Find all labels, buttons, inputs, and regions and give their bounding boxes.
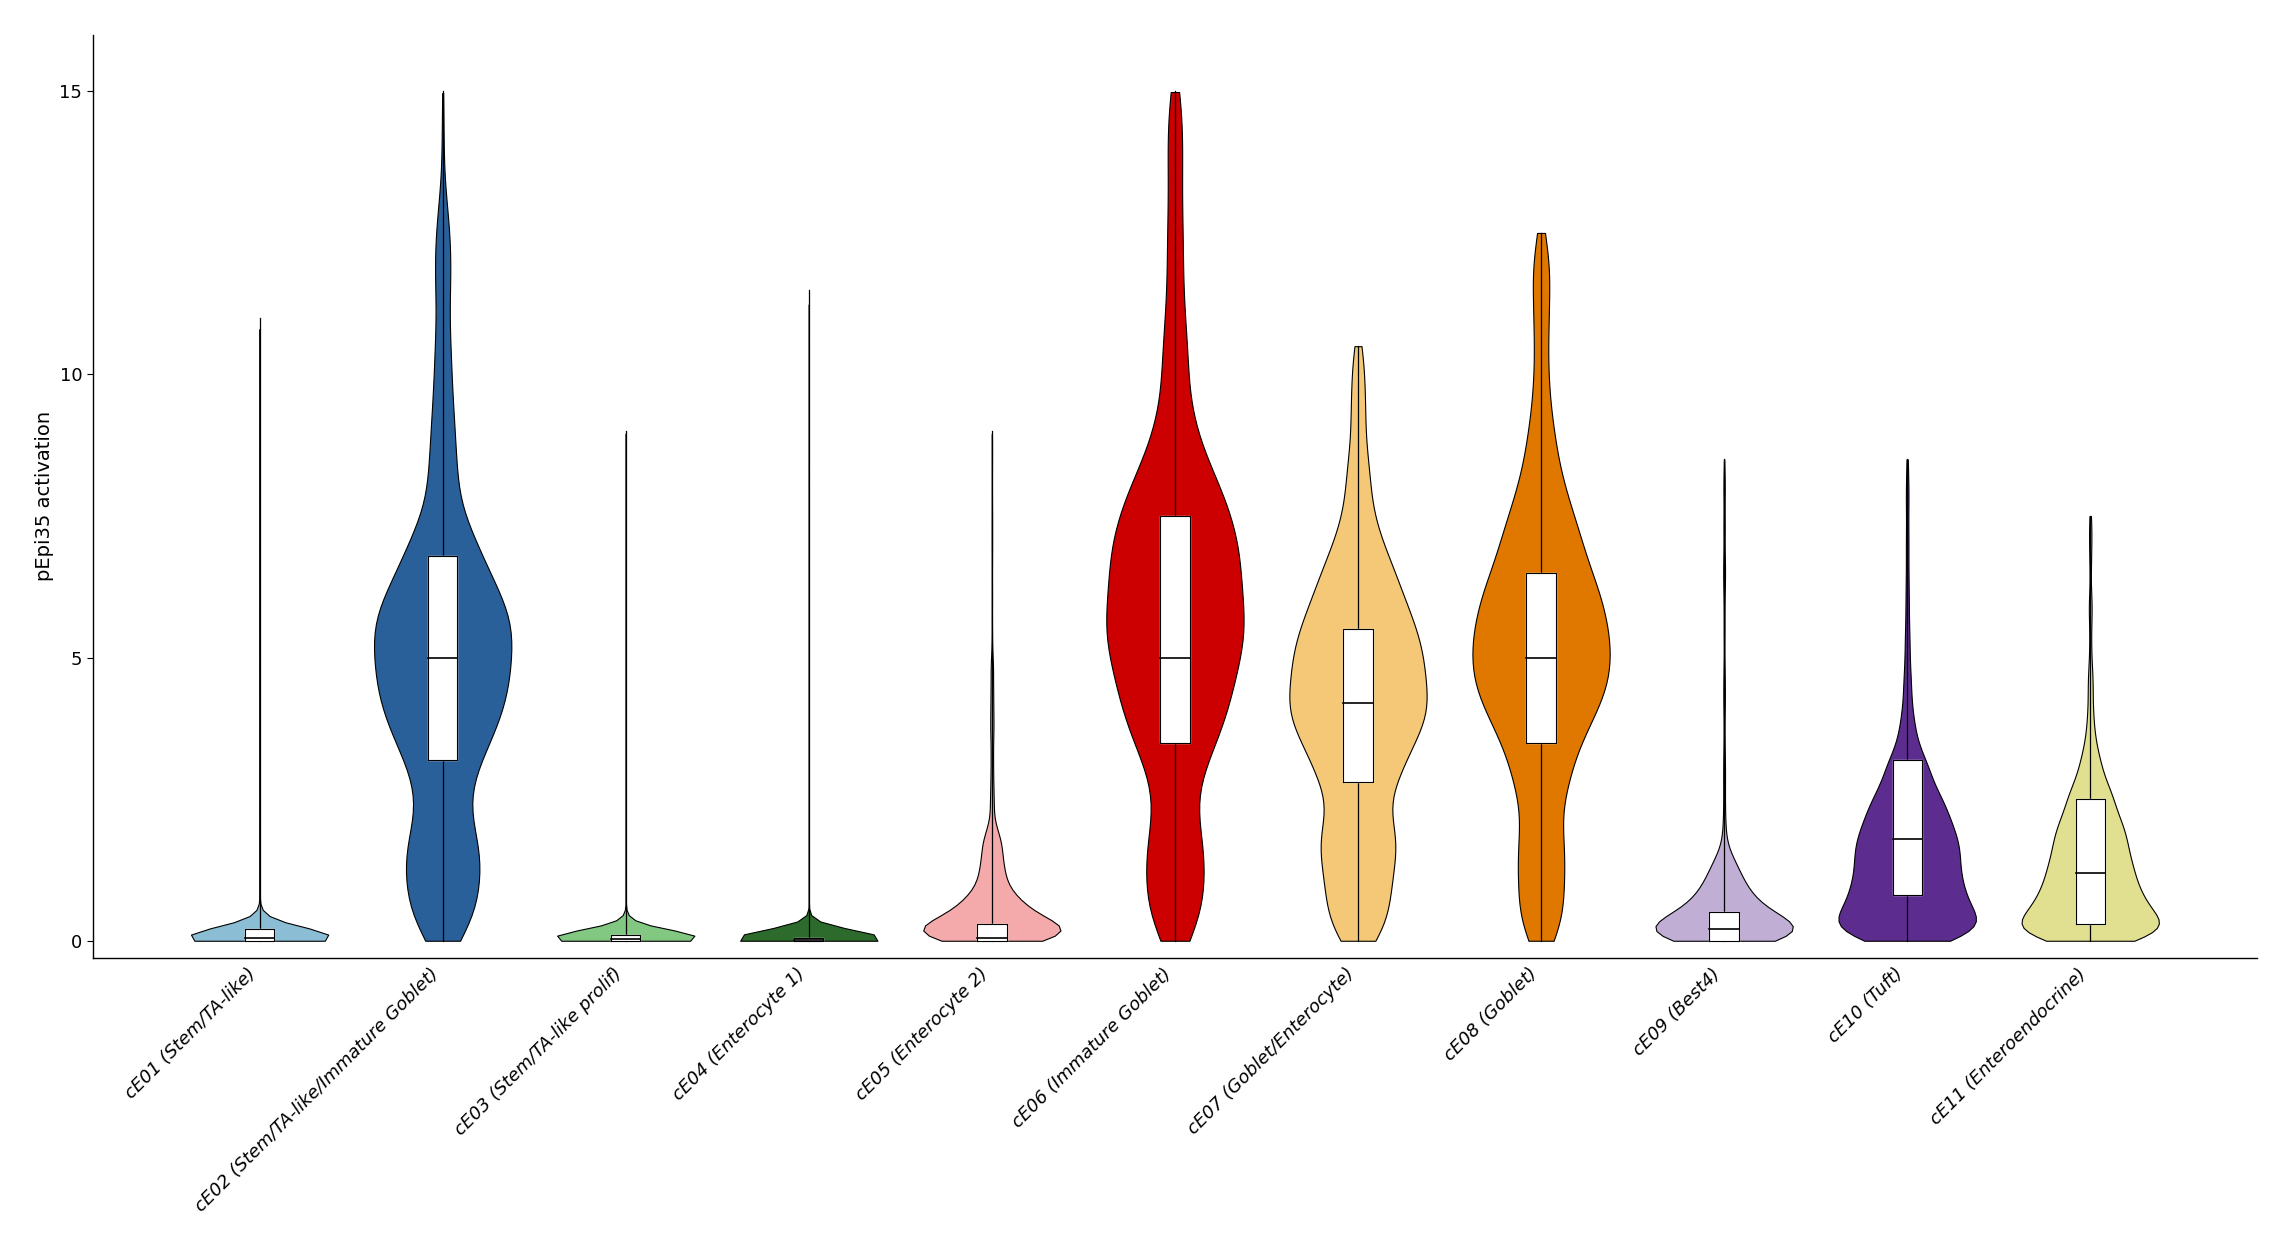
Polygon shape [2077,799,2104,924]
Polygon shape [1710,912,1740,941]
Polygon shape [1343,629,1373,782]
Y-axis label: pEpi35 activation: pEpi35 activation [34,411,53,581]
Polygon shape [793,938,823,941]
Polygon shape [612,935,639,941]
Polygon shape [1893,760,1921,895]
Polygon shape [1160,516,1190,742]
Polygon shape [429,556,458,760]
Polygon shape [1526,572,1556,742]
Polygon shape [245,930,275,941]
Polygon shape [976,924,1006,941]
